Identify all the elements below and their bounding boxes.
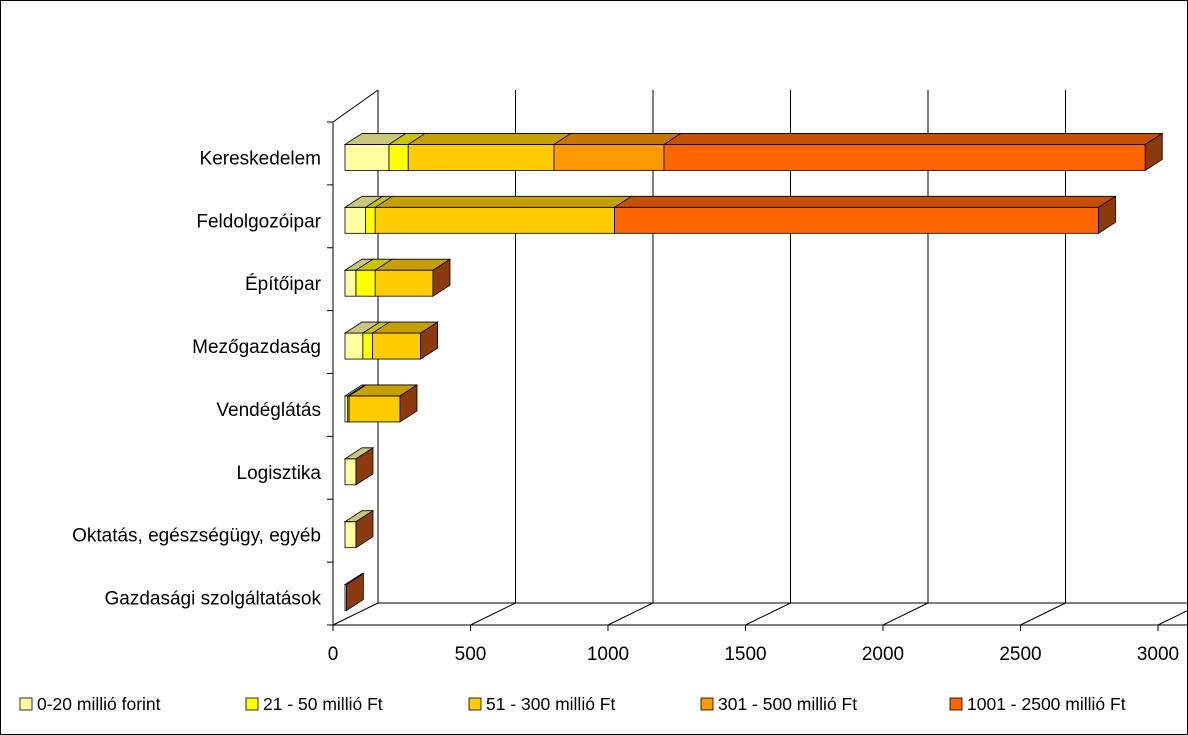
bar-1-series-1 xyxy=(365,206,376,234)
bar-1-series-2 xyxy=(374,206,615,234)
bars-layer xyxy=(343,132,1164,612)
category-label-0: Kereskedelem xyxy=(200,148,321,169)
bar-group-6 xyxy=(343,509,375,549)
bar-0-series-1 xyxy=(388,144,409,171)
bar-1-series-0 xyxy=(344,206,367,234)
bar-2-series-2 xyxy=(374,269,434,297)
floor-gridline-500 xyxy=(470,602,516,626)
x-tick-label-1000: 1000 xyxy=(587,644,629,665)
category-label-6: Oktatás, egészségügy, egyéb xyxy=(72,526,321,547)
bar-group-7 xyxy=(343,572,365,612)
x-tick-label-1500: 1500 xyxy=(724,644,766,665)
side-wall-top xyxy=(332,89,379,123)
legend-label-1: 21 - 50 millió Ft xyxy=(263,694,383,714)
legend-swatch-4 xyxy=(949,697,963,711)
legend-label-2: 51 - 300 millió Ft xyxy=(486,694,615,714)
x-tick-label-3000: 3000 xyxy=(1137,644,1179,665)
bar-1-series-4 xyxy=(614,206,1099,234)
legend-swatch-1 xyxy=(245,697,259,711)
bar-group-2 xyxy=(343,258,452,297)
bar-3-series-1 xyxy=(362,332,373,360)
bar-end-7 xyxy=(345,572,364,612)
floor-gridline-1500 xyxy=(745,602,791,626)
bar-end-3 xyxy=(420,321,439,360)
bar-group-1 xyxy=(343,195,1117,235)
bar-top-0-series-4 xyxy=(662,133,1164,145)
category-label-3: Mezőgazdaság xyxy=(192,337,321,358)
bar-group-3 xyxy=(343,321,439,360)
category-label-1: Feldolgozóipar xyxy=(196,211,321,232)
bar-0-series-4 xyxy=(663,144,1146,171)
bar-2-series-1 xyxy=(355,269,376,297)
x-tick-label-2500: 2500 xyxy=(999,644,1041,665)
x-tick-label-2000: 2000 xyxy=(862,644,904,665)
grid-layer xyxy=(327,89,1188,631)
bar-3-series-2 xyxy=(372,332,422,360)
category-label-4: Vendéglátás xyxy=(216,400,321,421)
x-tick-labels: 0 500 1000 1500 2000 2500 3000 xyxy=(328,644,1179,665)
legend-swatch-0 xyxy=(19,697,33,711)
bar-end-2 xyxy=(432,258,451,297)
bar-top-0-series-3 xyxy=(552,133,683,145)
category-label-7: Gazdasági szolgáltatások xyxy=(104,589,321,610)
bar-4-series-2 xyxy=(348,395,401,423)
x-tick-label-500: 500 xyxy=(455,644,487,665)
bar-3-series-0 xyxy=(344,332,364,360)
bar-group-0 xyxy=(343,132,1164,172)
floor-gridline-2500 xyxy=(1020,602,1066,626)
floor-gridline-0 xyxy=(332,602,379,626)
bar-5-series-0 xyxy=(344,458,357,486)
bar-0-series-3 xyxy=(553,144,665,171)
bar-end-1 xyxy=(1098,195,1116,235)
legend-swatch-2 xyxy=(468,697,482,711)
bar-top-1-series-2 xyxy=(373,195,633,208)
bar-end-6 xyxy=(355,509,374,549)
bar-6-series-0 xyxy=(344,521,357,549)
floor-gridline-1000 xyxy=(607,602,654,626)
bar-2-series-0 xyxy=(344,269,357,297)
bar-group-4 xyxy=(343,384,419,423)
legend-swatch-3 xyxy=(700,697,714,711)
category-labels: Kereskedelem Feldolgozóipar Építőipar Mezőg… xyxy=(72,148,322,609)
bar-0-series-2 xyxy=(407,144,555,171)
legend-label-4: 1001 - 2500 millió Ft xyxy=(967,694,1126,714)
bar-top-1-series-4 xyxy=(613,195,1117,208)
bar-end-4 xyxy=(399,384,418,423)
bar-group-5 xyxy=(343,447,375,486)
bar-end-5 xyxy=(355,447,374,486)
bar-end-0 xyxy=(1144,132,1163,172)
category-label-5: Logisztika xyxy=(237,463,322,484)
category-label-2: Építőipar xyxy=(245,274,322,295)
floor-gridline-3000 xyxy=(1157,609,1188,626)
bar-0-series-0 xyxy=(344,144,390,171)
legend-label-0: 0-20 millió forint xyxy=(37,694,161,714)
bar-top-0-series-2 xyxy=(406,133,573,145)
legend-label-3: 301 - 500 millió Ft xyxy=(718,694,857,714)
legend: 0-20 millió forint 21 - 50 millió Ft 51 - … xyxy=(19,694,1126,714)
bar-4-series-0 xyxy=(344,395,349,423)
floor-gridline-2000 xyxy=(882,602,929,626)
x-tick-label-0: 0 xyxy=(328,644,339,665)
